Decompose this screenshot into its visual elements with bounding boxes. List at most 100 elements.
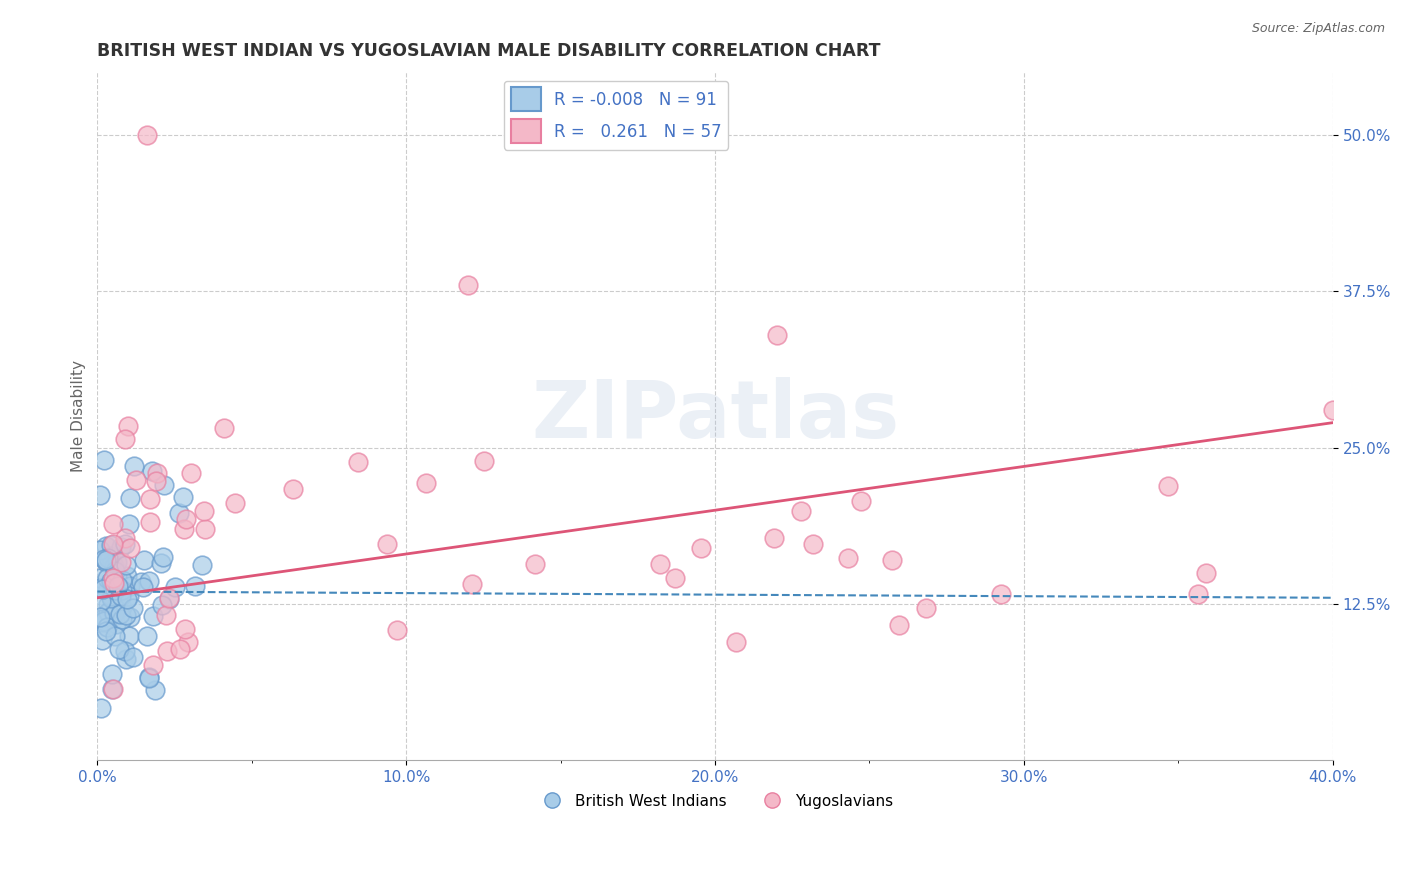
- Point: [100, 574, 122, 589]
- Point: [193, 503, 215, 517]
- Point: [915, 600, 938, 615]
- Point: [139, 491, 162, 506]
- Point: [97, 597, 120, 611]
- Point: [89, 542, 111, 557]
- Text: Source: ZipAtlas.com: Source: ZipAtlas.com: [1251, 22, 1385, 36]
- Point: [169, 642, 191, 657]
- Point: [118, 541, 141, 556]
- Point: [91, 582, 114, 596]
- Point: [115, 568, 138, 582]
- Point: [145, 682, 167, 697]
- Point: [101, 536, 124, 550]
- Point: [100, 591, 122, 605]
- Point: [105, 555, 128, 569]
- Point: [122, 650, 145, 665]
- Point: [184, 579, 207, 593]
- Point: [138, 671, 160, 685]
- Point: [114, 558, 136, 573]
- Point: [880, 553, 903, 567]
- Point: [105, 617, 128, 632]
- Point: [152, 550, 174, 565]
- Point: [125, 473, 148, 487]
- Point: [120, 579, 142, 593]
- Point: [100, 555, 122, 569]
- Point: [837, 551, 859, 566]
- Point: [174, 622, 197, 636]
- Point: [93, 610, 115, 624]
- Point: [100, 602, 122, 616]
- Point: [415, 475, 437, 490]
- Point: [766, 328, 789, 343]
- Point: [1322, 403, 1344, 417]
- Point: [101, 571, 124, 585]
- Point: [129, 574, 152, 589]
- Point: [103, 607, 125, 622]
- Point: [111, 583, 134, 598]
- Point: [101, 516, 124, 531]
- Point: [93, 614, 115, 628]
- Point: [173, 522, 195, 536]
- Point: [136, 629, 159, 643]
- Point: [346, 455, 368, 469]
- Point: [105, 599, 128, 613]
- Point: [122, 458, 145, 473]
- Point: [108, 607, 131, 621]
- Point: [134, 553, 156, 567]
- Point: [150, 599, 173, 613]
- Point: [664, 571, 686, 585]
- Point: [96, 584, 118, 599]
- Point: [472, 454, 495, 468]
- Point: [139, 515, 162, 529]
- Point: [118, 629, 141, 643]
- Point: [108, 642, 131, 657]
- Point: [103, 575, 125, 590]
- Point: [89, 581, 111, 595]
- Point: [103, 629, 125, 643]
- Point: [90, 701, 112, 715]
- Point: [763, 532, 786, 546]
- Y-axis label: Male Disability: Male Disability: [72, 360, 86, 473]
- Point: [114, 608, 136, 623]
- Point: [96, 571, 118, 585]
- Point: [990, 586, 1012, 600]
- Point: [96, 620, 118, 634]
- Point: [177, 635, 200, 649]
- Point: [281, 482, 304, 496]
- Point: [801, 537, 824, 551]
- Point: [150, 556, 173, 570]
- Point: [100, 538, 122, 552]
- Point: [524, 558, 547, 572]
- Point: [98, 549, 121, 563]
- Point: [377, 537, 399, 551]
- Point: [114, 532, 136, 546]
- Point: [155, 607, 177, 622]
- Point: [1157, 479, 1180, 493]
- Point: [122, 601, 145, 615]
- Point: [117, 418, 139, 433]
- Point: [135, 128, 157, 142]
- Point: [790, 504, 813, 518]
- Point: [100, 575, 122, 590]
- Point: [118, 589, 141, 603]
- Point: [89, 609, 111, 624]
- Point: [114, 644, 136, 658]
- Point: [132, 580, 155, 594]
- Point: [142, 658, 165, 673]
- Point: [461, 577, 484, 591]
- Point: [172, 490, 194, 504]
- Point: [157, 591, 180, 605]
- Point: [107, 579, 129, 593]
- Point: [648, 558, 671, 572]
- Point: [110, 540, 132, 554]
- Point: [145, 466, 167, 480]
- Point: [156, 644, 179, 658]
- Point: [93, 453, 115, 467]
- Point: [724, 634, 747, 648]
- Point: [110, 612, 132, 626]
- Point: [224, 496, 246, 510]
- Point: [118, 517, 141, 532]
- Point: [103, 606, 125, 620]
- Point: [96, 552, 118, 566]
- Point: [176, 511, 198, 525]
- Point: [89, 594, 111, 608]
